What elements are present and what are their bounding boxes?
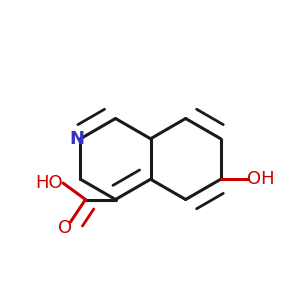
Text: OH: OH: [248, 170, 275, 188]
Text: N: N: [69, 130, 84, 148]
Text: HO: HO: [36, 174, 63, 192]
Text: O: O: [58, 219, 72, 237]
